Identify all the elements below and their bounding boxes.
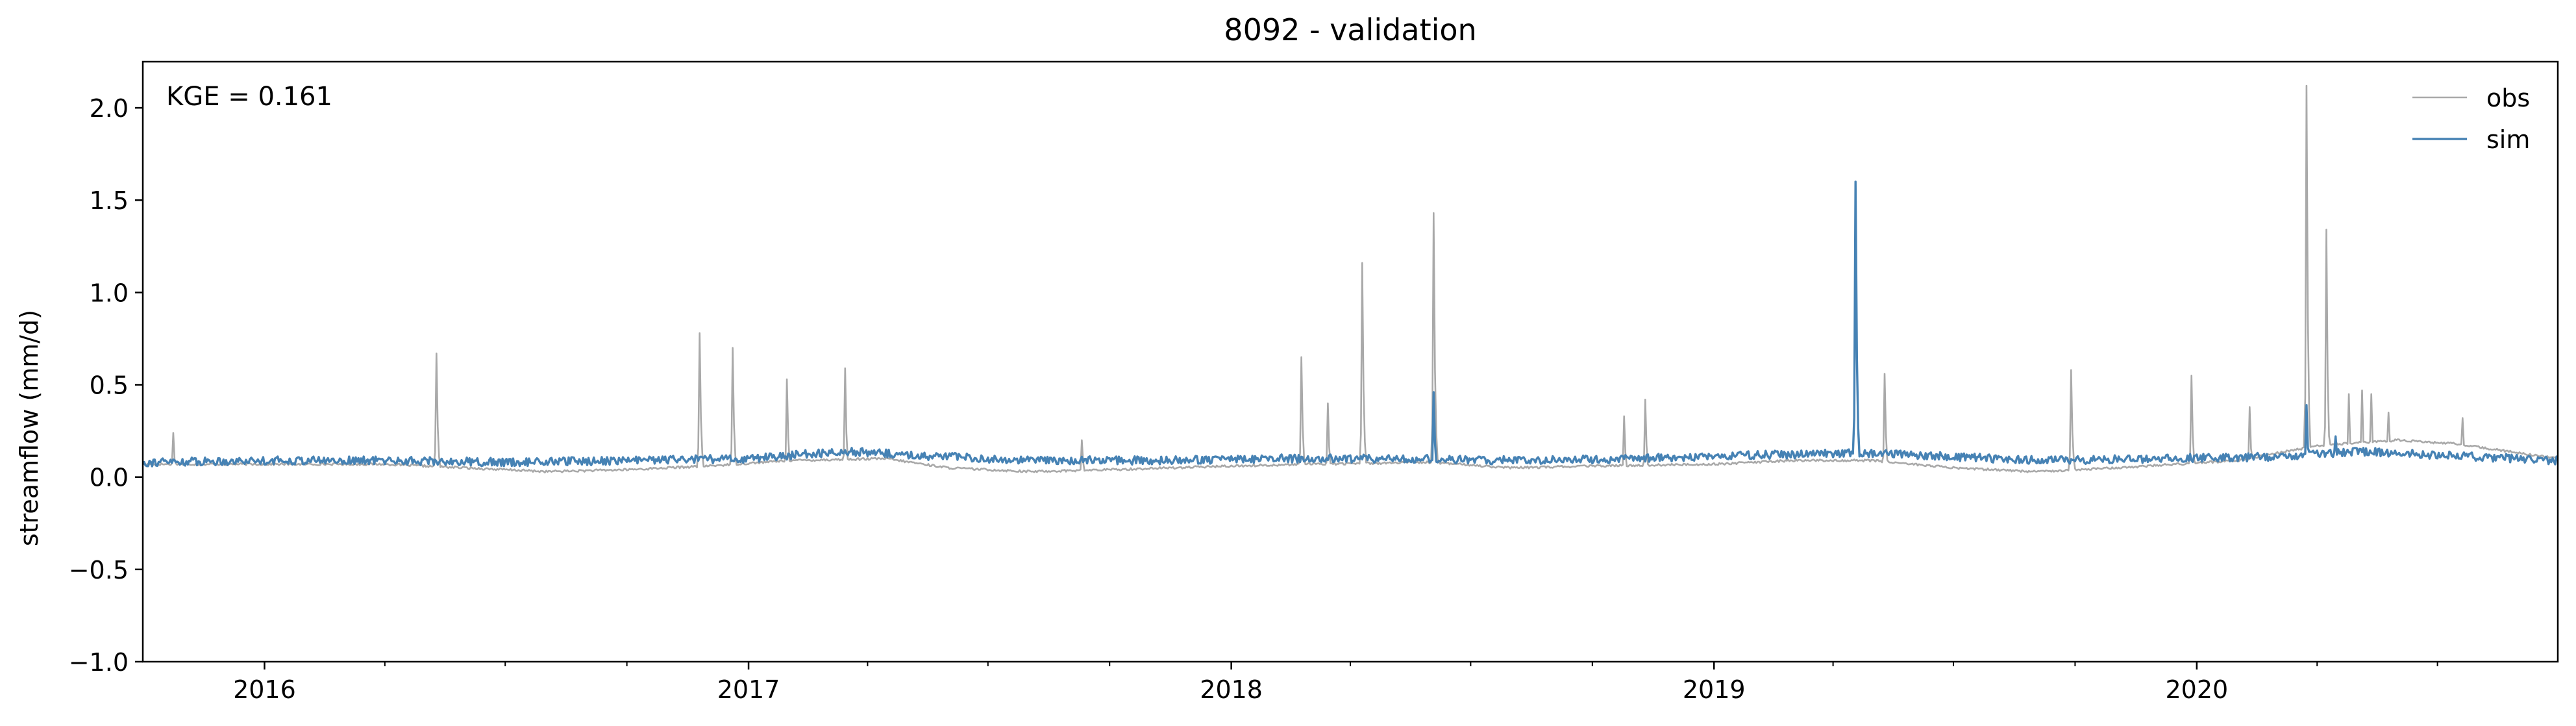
chart-legend: obs sim (2412, 84, 2530, 154)
y-axis-label: streamflow (mm/d) (15, 310, 43, 546)
x-tick-label: 2017 (717, 675, 780, 704)
y-axis-ticks: −1.0 −0.5 0.0 0.5 1.0 1.5 2.0 (69, 94, 143, 677)
y-tick-label: −0.5 (69, 556, 129, 584)
series-line-sim (143, 181, 2558, 468)
y-tick-label: 0.5 (90, 371, 129, 400)
series-layer (143, 84, 2558, 473)
x-tick-label: 2016 (233, 675, 296, 704)
y-tick-label: 2.0 (90, 94, 129, 123)
x-tick-label: 2018 (1200, 675, 1263, 704)
kge-annotation: KGE = 0.161 (166, 82, 332, 112)
legend-label-sim: sim (2486, 125, 2530, 154)
x-axis-ticks: 2016 2017 2018 2019 2020 (233, 662, 2438, 704)
chart-title: 8092 - validation (1224, 12, 1476, 47)
y-tick-label: 1.5 (90, 186, 129, 215)
y-tick-label: −1.0 (69, 648, 129, 677)
y-tick-label: 0.0 (90, 464, 129, 492)
legend-label-obs: obs (2486, 84, 2530, 112)
series-line-obs (143, 84, 2558, 473)
x-tick-label: 2019 (1683, 675, 1746, 704)
y-tick-label: 1.0 (90, 279, 129, 307)
x-tick-label: 2020 (2165, 675, 2228, 704)
